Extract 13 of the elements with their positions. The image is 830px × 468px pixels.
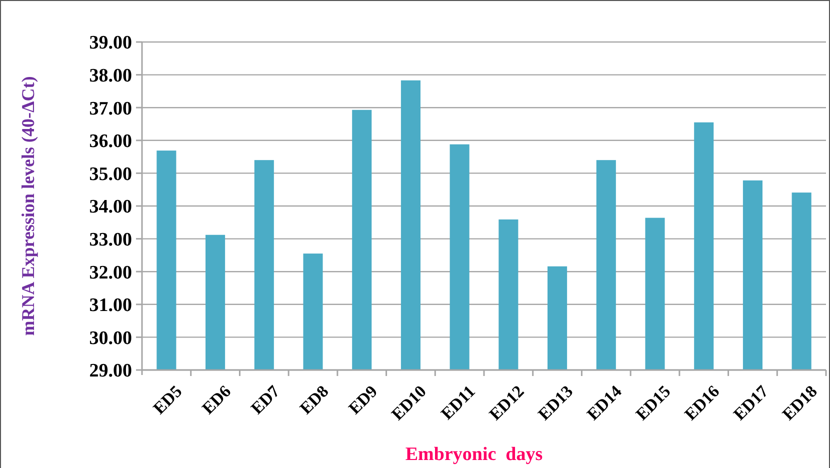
y-tick-label: 38.00 — [89, 65, 132, 86]
y-tick-label: 34.00 — [89, 196, 132, 218]
x-axis-title: Embryonic days — [405, 444, 543, 465]
y-tick-label: 30.00 — [89, 328, 132, 349]
y-axis-title: mRNA Expression levels (40-ΔCt) — [18, 76, 38, 336]
y-tick-label: 32.00 — [89, 262, 132, 284]
y-tick-label: 35.00 — [89, 164, 132, 185]
y-tick-label: 37.00 — [89, 98, 132, 120]
y-tick-label: 36.00 — [89, 131, 132, 152]
y-tick-label: 39.00 — [89, 32, 132, 54]
y-tick-label: 33.00 — [89, 229, 132, 250]
y-tick-label: 31.00 — [89, 295, 132, 316]
y-tick-label: 29.00 — [89, 360, 132, 382]
